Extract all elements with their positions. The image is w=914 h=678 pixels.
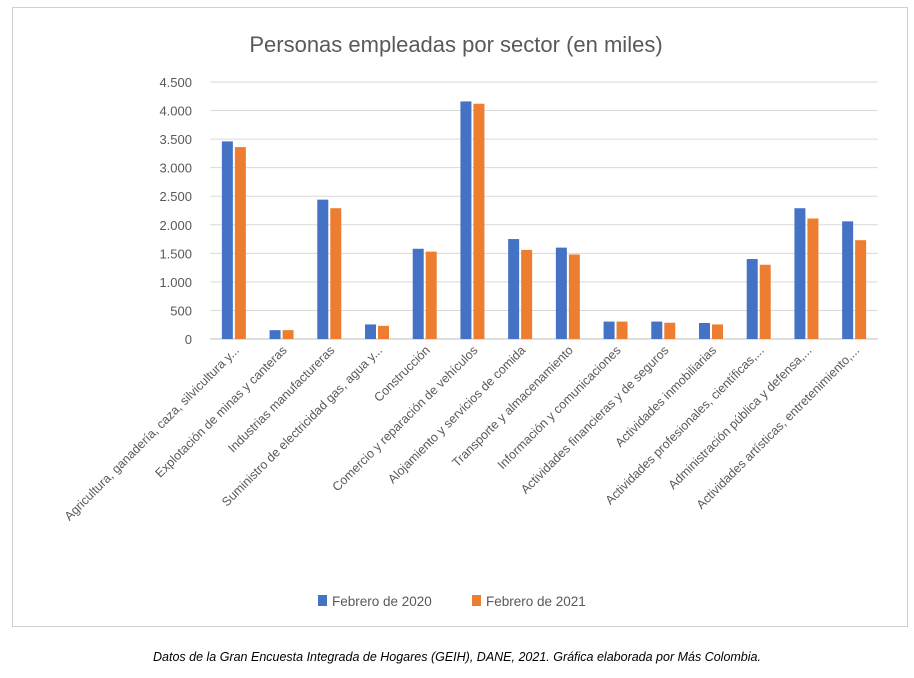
legend-swatch bbox=[318, 595, 327, 606]
y-tick-label: 1.500 bbox=[159, 246, 192, 261]
y-tick-label: 2.000 bbox=[159, 218, 192, 233]
bar-2021 bbox=[282, 330, 294, 339]
bar-chart: Personas empleadas por sector (en miles)… bbox=[62, 32, 878, 609]
bar-2020 bbox=[699, 323, 710, 339]
bar-2020 bbox=[412, 248, 424, 339]
bar-2020 bbox=[269, 330, 281, 339]
bars bbox=[221, 101, 867, 339]
x-axis-ticks: Agricultura, ganadería, caza, silvicultu… bbox=[62, 343, 862, 523]
legend-label: Febrero de 2020 bbox=[332, 594, 432, 609]
bar-2021 bbox=[712, 324, 723, 339]
bar-2020 bbox=[365, 324, 376, 339]
bar-2021 bbox=[664, 322, 676, 339]
y-tick-label: 1.000 bbox=[159, 275, 192, 290]
y-tick-label: 4.500 bbox=[159, 75, 192, 90]
bar-2020 bbox=[603, 321, 615, 339]
bar-2021 bbox=[759, 264, 771, 339]
y-tick-label: 3.000 bbox=[159, 161, 192, 176]
bar-2021 bbox=[330, 208, 342, 339]
bar-2020 bbox=[842, 221, 854, 339]
legend-swatch bbox=[472, 595, 481, 606]
bar-2020 bbox=[460, 101, 472, 339]
bar-2020 bbox=[317, 199, 329, 339]
bar-2021 bbox=[807, 218, 819, 339]
y-axis-ticks: 0 500 1.000 1.500 2.000 2.500 3.000 3.500 4.000 4… bbox=[159, 75, 192, 347]
bar-2020 bbox=[746, 259, 758, 339]
y-tick-label: 500 bbox=[170, 303, 192, 318]
y-tick-label: 2.500 bbox=[159, 189, 192, 204]
x-tick-label: Actividades artísticas, entretenimiento,… bbox=[694, 343, 863, 512]
bar-2021 bbox=[425, 251, 437, 339]
bar-2020 bbox=[794, 208, 806, 339]
legend: Febrero de 2020 Febrero de 2021 bbox=[318, 594, 586, 609]
x-tick-label: Agricultura, ganadería, caza, silvicultu… bbox=[62, 343, 242, 523]
bar-2021 bbox=[568, 254, 580, 339]
chart-title: Personas empleadas por sector (en miles) bbox=[249, 32, 662, 57]
bar-2020 bbox=[221, 141, 233, 339]
grid-lines bbox=[210, 81, 878, 340]
bar-2021 bbox=[473, 103, 485, 339]
bar-2020 bbox=[508, 239, 520, 339]
bar-2021 bbox=[521, 249, 533, 339]
bar-2021 bbox=[378, 325, 389, 339]
chart-caption: Datos de la Gran Encuesta Integrada de H… bbox=[153, 650, 761, 664]
y-tick-label: 4.000 bbox=[159, 104, 192, 119]
bar-2021 bbox=[234, 147, 246, 339]
bar-2021 bbox=[616, 321, 628, 339]
bar-2020 bbox=[651, 321, 663, 339]
y-tick-label: 0 bbox=[185, 332, 192, 347]
bar-2021 bbox=[855, 240, 867, 339]
legend-label: Febrero de 2021 bbox=[486, 594, 586, 609]
bar-2020 bbox=[555, 247, 567, 339]
y-tick-label: 3.500 bbox=[159, 132, 192, 147]
